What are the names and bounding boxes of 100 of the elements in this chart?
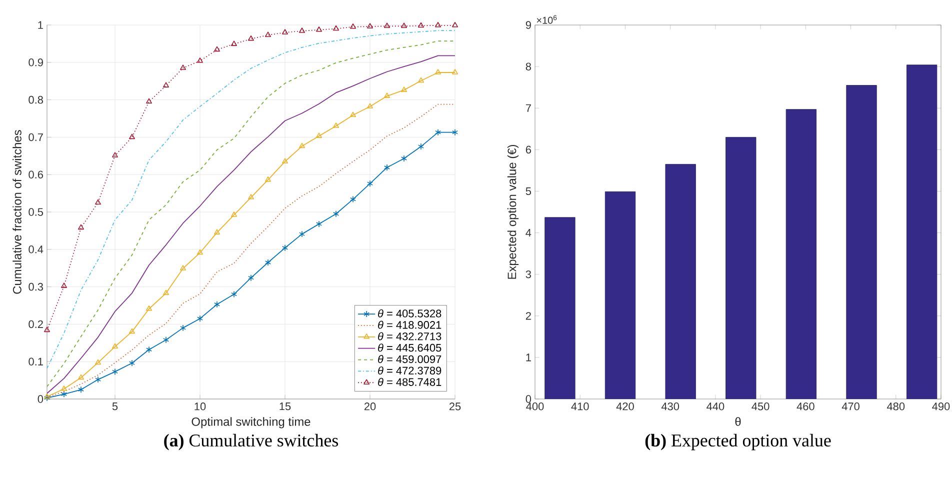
legend-label: θ = 405.5328 [378,309,442,318]
bar [906,64,938,399]
x-tick-label: 440 [706,402,724,410]
point [299,142,305,148]
x-tick-label: 450 [752,402,770,410]
x-tick-label: 490 [932,402,950,410]
x-tick-label: 420 [616,402,634,410]
y-axis-title: Expected option value (€) [507,144,519,279]
point [129,328,135,334]
point [95,199,101,205]
point [401,155,407,162]
point [316,220,322,228]
y-tick-label: 3 [526,270,531,278]
bar [786,109,817,399]
point [214,46,220,52]
point [282,244,288,252]
point [418,77,424,83]
bar [665,164,696,399]
x-tick-label: 20 [364,402,376,410]
point [163,82,169,88]
y-tick-label: 8 [526,62,531,70]
point [248,35,254,41]
y-axis-title: Cumulative fraction of switches [12,130,22,294]
point [44,394,50,402]
point [401,86,407,92]
y-tick-label: 0.2 [28,320,43,328]
legend-label: θ = 418.9021 [378,320,442,329]
y-tick-label: 1 [526,354,531,362]
legend-label: θ = 485.7481 [378,378,442,386]
y-tick-label: 0 [38,395,44,403]
text: (b) Expected option value [645,434,831,450]
point [435,22,441,28]
x-tick-label: 5 [112,402,118,410]
y-tick-label: 6 [526,146,531,154]
y-tick-label: 0.7 [28,133,43,142]
point [418,22,424,28]
x-tick-label: 10 [194,402,206,410]
point [435,69,441,74]
point [265,259,271,266]
point [231,212,237,217]
x-axis-title: Optimal switching time [192,417,310,428]
point [265,32,271,37]
point [112,368,118,376]
point [316,132,322,138]
point [367,103,373,108]
point [197,315,203,322]
point [129,134,135,140]
y-tick-label: 0 [526,395,532,403]
point [214,300,220,308]
y-tick-label: 0.5 [28,208,44,216]
bar [604,191,636,399]
point [384,164,390,171]
point [146,346,152,354]
point [316,26,322,32]
text: ×10$^{6}$ [536,15,557,24]
point [401,22,407,28]
y-tick-label: 0.4 [28,246,44,254]
point [350,196,356,203]
legend-label: θ = 445.6405 [378,344,442,352]
point [384,92,390,98]
point [333,210,339,218]
point [282,158,288,164]
x-tick-label: 470 [842,402,860,410]
point [452,69,458,74]
x-tick-label: 15 [280,402,291,410]
legend-label: θ = 459.0097 [378,355,442,364]
point [146,305,152,311]
point [231,40,237,46]
point [435,128,441,136]
point [78,386,84,394]
legend-label: θ = 472.3789 [378,366,442,375]
point [333,122,339,128]
point [350,112,356,118]
point [367,180,373,187]
point [452,22,458,28]
point [78,224,84,230]
y-tick-label: 5 [526,187,532,196]
y-tick-label: 0.8 [28,96,43,104]
point [129,360,135,366]
point [452,128,458,136]
x-tick-label: 480 [886,402,905,410]
x-tick-label: 460 [796,402,814,410]
point [44,326,50,332]
point [384,22,390,28]
point [282,29,288,34]
point [180,64,186,70]
y-tick-label: 9 [526,21,531,29]
point [112,343,118,349]
point [112,152,118,158]
point [163,290,169,296]
point [333,25,339,31]
bar [846,85,877,399]
point [248,274,254,282]
x-tick-label: 400 [526,402,544,410]
y-tick-label: 0.3 [28,282,43,291]
point [299,230,305,238]
point [61,282,67,288]
point [180,324,186,332]
y-tick-label: 4 [526,229,532,237]
point [163,336,169,344]
